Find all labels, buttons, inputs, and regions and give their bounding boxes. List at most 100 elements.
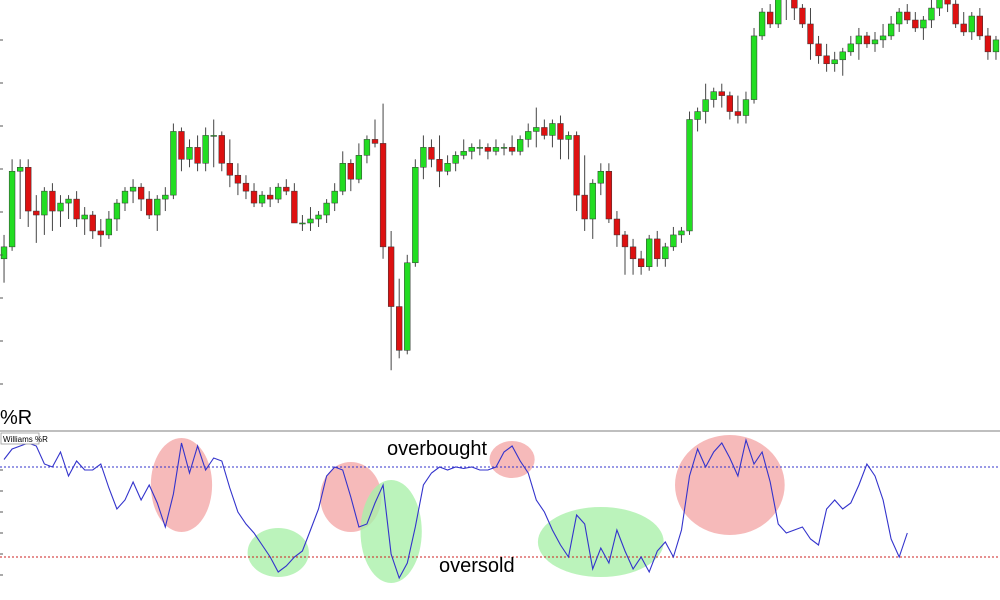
candle-down xyxy=(89,214,96,232)
candle-down xyxy=(726,95,733,112)
candle-down xyxy=(629,246,637,260)
candle-up xyxy=(412,167,419,264)
candle-up xyxy=(299,222,306,225)
candle-down xyxy=(581,194,588,220)
indicator-title: %R xyxy=(0,407,32,429)
candle-up xyxy=(855,35,863,45)
candle-down xyxy=(807,23,814,45)
candle-down xyxy=(984,35,992,53)
candle-up xyxy=(589,182,596,220)
candle-up xyxy=(492,147,500,152)
candle-up xyxy=(452,155,459,164)
candle-up xyxy=(275,186,282,200)
candle-down xyxy=(815,43,822,57)
candle-up xyxy=(879,35,887,41)
candle-up xyxy=(686,119,693,232)
candle-down xyxy=(960,23,967,33)
candle-down xyxy=(25,167,32,212)
candle-up xyxy=(81,214,88,220)
candle-down xyxy=(347,163,354,180)
candle-down xyxy=(767,11,774,25)
candle-down xyxy=(371,139,379,144)
candle-up xyxy=(17,167,24,172)
oversold-zone xyxy=(360,480,422,583)
candle-up xyxy=(154,198,161,216)
candle-down xyxy=(484,147,492,152)
candle-down xyxy=(267,194,274,200)
candle-down xyxy=(428,147,435,160)
legend-box xyxy=(0,432,40,445)
indicator-series xyxy=(3,437,908,580)
candle-up xyxy=(887,23,895,37)
candle-up xyxy=(323,202,330,216)
candle-up xyxy=(162,194,169,200)
candle-up xyxy=(202,135,209,164)
candle-down xyxy=(137,186,145,200)
candle-up xyxy=(186,147,193,160)
candle-down xyxy=(387,246,395,307)
candle-up xyxy=(775,0,782,25)
williams-r-line xyxy=(3,437,908,580)
candle-up xyxy=(307,218,314,224)
candle-up xyxy=(549,123,556,136)
candle-down xyxy=(178,131,185,160)
candle-up xyxy=(258,194,266,204)
candle-down xyxy=(718,91,725,96)
oversold-zone xyxy=(247,528,309,577)
candle-down xyxy=(146,198,153,216)
candle-down xyxy=(33,210,40,216)
candle-up xyxy=(41,190,48,216)
candle-up xyxy=(0,246,8,260)
candle-up xyxy=(702,99,709,112)
candle-up xyxy=(565,135,572,140)
candle-down xyxy=(234,174,242,184)
candle-up xyxy=(444,163,451,172)
candle-up xyxy=(670,234,677,248)
candle-down xyxy=(541,127,548,136)
candle-up xyxy=(363,139,371,156)
candle-up xyxy=(750,35,758,100)
candle-up xyxy=(968,15,975,33)
candle-down xyxy=(557,123,564,140)
candle-up xyxy=(170,131,177,196)
candle-up xyxy=(65,198,72,204)
candle-up xyxy=(742,99,750,116)
candle-up xyxy=(468,147,475,152)
candle-up xyxy=(533,127,540,132)
candle-up xyxy=(500,147,508,149)
candlestick-series xyxy=(0,0,1000,371)
overbought-zone xyxy=(675,435,785,535)
candle-down xyxy=(904,11,911,21)
candle-down xyxy=(637,258,645,268)
candle-up xyxy=(57,202,64,212)
candle-down xyxy=(944,0,951,5)
candle-down xyxy=(218,135,225,164)
candle-up xyxy=(355,155,363,180)
candle-down xyxy=(242,182,250,192)
candle-up xyxy=(404,262,411,351)
candle-up xyxy=(339,163,346,192)
legend-label: Williams %R xyxy=(3,435,48,444)
level-lines xyxy=(0,466,1000,558)
candle-up xyxy=(525,131,532,140)
candle-up xyxy=(476,147,483,149)
candle-down xyxy=(823,55,830,65)
candle-down xyxy=(654,238,661,260)
candle-down xyxy=(952,3,959,25)
candle-down xyxy=(621,234,629,248)
candle-down xyxy=(734,111,742,116)
candle-up xyxy=(758,11,766,37)
candle-up xyxy=(936,0,943,9)
candle-down xyxy=(976,15,983,37)
candle-up xyxy=(871,39,879,45)
candle-up xyxy=(831,59,838,65)
candle-up xyxy=(210,135,217,137)
candle-up xyxy=(646,238,653,268)
candle-up xyxy=(113,202,121,220)
candle-up xyxy=(315,214,322,220)
candle-down xyxy=(194,147,201,164)
candle-up xyxy=(420,147,427,168)
candle-down xyxy=(863,35,871,45)
candle-down xyxy=(226,163,233,176)
